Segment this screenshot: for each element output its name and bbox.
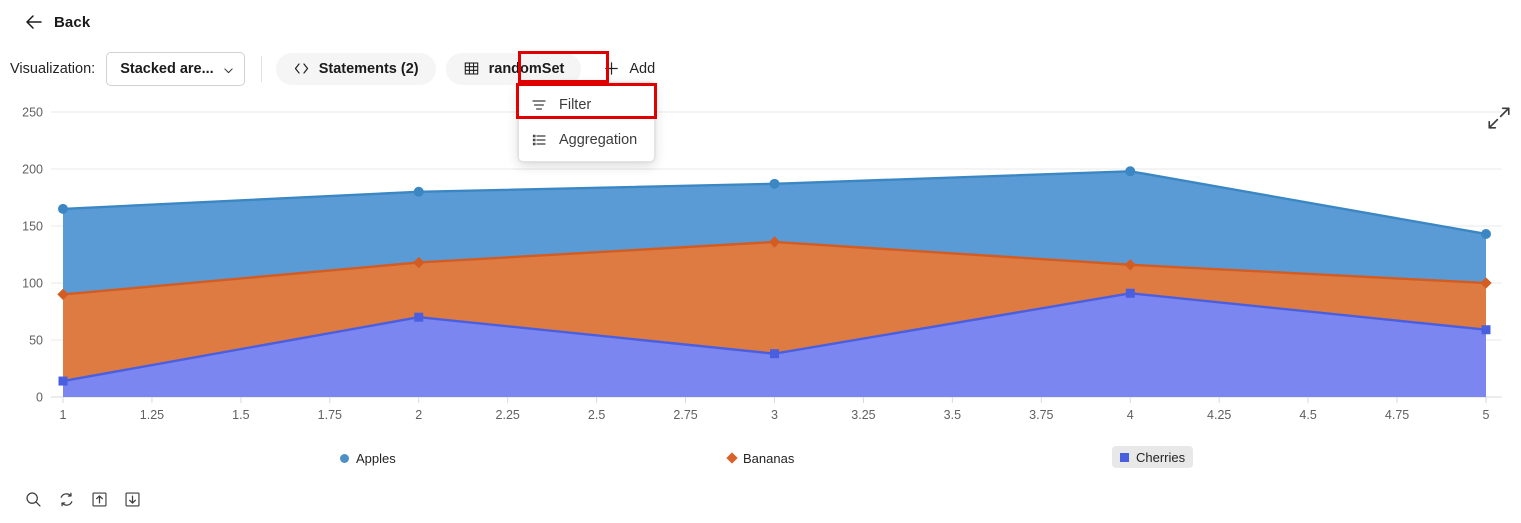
download-icon: [123, 490, 142, 509]
x-axis-tick-label: 1.25: [140, 408, 164, 422]
chip-randomset[interactable]: randomSet: [445, 52, 582, 85]
datapoint-apples[interactable]: [1125, 166, 1136, 177]
x-axis-tick-label: 4: [1127, 408, 1134, 422]
chip-statements-label: Statements (2): [318, 60, 419, 77]
y-axis-tick-label: 50: [29, 334, 43, 348]
y-axis-tick-label: 150: [22, 220, 43, 234]
visualization-label: Visualization:: [10, 60, 96, 77]
datapoint-apples[interactable]: [413, 186, 424, 197]
chart-panel: 0 50 100 150 200 250 1 1.25 1.5 1.75 2 2.25 2.5 2.75 3…: [0, 93, 1521, 476]
download-button[interactable]: [117, 485, 147, 515]
x-axis-tick-label: 1.5: [232, 408, 249, 422]
visualization-toolbar: Visualization: Stacked are... Statements…: [0, 44, 1521, 93]
datapoint-apples[interactable]: [58, 203, 68, 214]
visualization-select-value: Stacked are...: [120, 60, 214, 77]
legend-label-cherries: Cherries: [1136, 449, 1186, 465]
refresh-button[interactable]: [51, 485, 81, 515]
legend-marker-diamond-icon: [726, 452, 738, 464]
x-axis-tick-label: 1: [60, 408, 67, 422]
datapoint-bananas[interactable]: [1480, 277, 1492, 289]
chip-statements[interactable]: Statements (2): [275, 52, 436, 85]
search-button[interactable]: [18, 485, 48, 515]
arrow-left-icon: [24, 12, 44, 32]
refresh-icon: [57, 490, 76, 509]
x-axis-tick-label: 3.75: [1029, 408, 1053, 422]
chart-legend: Apples Bananas Cherries: [0, 444, 1521, 474]
toolbar-divider: [260, 55, 262, 82]
filter-icon: [531, 97, 547, 113]
datapoint-apples[interactable]: [769, 178, 780, 189]
x-axis-tick-label: 2: [415, 408, 422, 422]
datapoint-bananas[interactable]: [1124, 259, 1136, 271]
y-axis-tick-label: 250: [22, 106, 43, 120]
code-icon: [293, 60, 310, 77]
back-button[interactable]: Back: [18, 8, 96, 36]
chevron-down-icon: [223, 63, 234, 74]
menu-item-aggregation[interactable]: Aggregation: [519, 122, 654, 157]
legend-marker-square-icon: [1120, 452, 1129, 462]
x-axis-tick-label: 3.25: [851, 408, 875, 422]
datapoint-bananas[interactable]: [768, 236, 781, 248]
x-axis-tick-label: 5: [1483, 408, 1490, 422]
back-bar: Back: [0, 0, 1521, 44]
x-axis-tick-label: 4.75: [1385, 408, 1409, 422]
x-axis-tick-label: 2.5: [588, 408, 605, 422]
datapoint-cherries[interactable]: [1481, 325, 1491, 335]
add-dropdown-menu: Filter Aggregation: [518, 82, 655, 162]
y-axis-tick-label: 0: [36, 391, 43, 405]
plus-icon: [603, 60, 620, 77]
x-axis-tick-label: 1.75: [318, 408, 342, 422]
x-axis-tick-label: 4.5: [1299, 408, 1316, 422]
datapoint-apples[interactable]: [1481, 228, 1491, 239]
legend-marker-circle-icon: [340, 453, 349, 463]
menu-item-aggregation-label: Aggregation: [559, 131, 638, 148]
upload-button[interactable]: [84, 485, 114, 515]
datapoint-cherries[interactable]: [414, 312, 424, 322]
menu-item-filter[interactable]: Filter: [519, 87, 654, 122]
legend-item-apples[interactable]: Apples: [332, 447, 404, 469]
datapoint-cherries[interactable]: [770, 349, 779, 359]
menu-item-filter-label: Filter: [559, 96, 592, 113]
y-axis-tick-label: 100: [22, 277, 43, 291]
add-button[interactable]: Add: [591, 52, 670, 85]
x-axis-tick-label: 2.75: [673, 408, 697, 422]
add-label: Add: [629, 60, 656, 77]
legend-item-bananas[interactable]: Bananas: [720, 447, 802, 469]
datapoint-bananas[interactable]: [413, 256, 425, 269]
upload-icon: [90, 490, 109, 509]
x-axis-tick-label: 2.25: [496, 408, 520, 422]
back-label: Back: [54, 13, 91, 31]
x-axis-tick-label: 4.25: [1207, 408, 1231, 422]
expand-icon[interactable]: [1486, 105, 1512, 131]
datapoint-cherries[interactable]: [58, 376, 68, 386]
legend-label-apples: Apples: [356, 450, 396, 466]
legend-item-cherries[interactable]: Cherries: [1112, 446, 1194, 468]
x-axis-tick-label: 3.5: [944, 408, 961, 422]
x-axis-tick-label: 3: [771, 408, 778, 422]
visualization-select[interactable]: Stacked are...: [106, 51, 245, 86]
table-icon: [463, 60, 480, 77]
stacked-area-chart: 0 50 100 150 200 250 1 1.25 1.5 1.75 2 2.25 2.5 2.75 3…: [22, 106, 1502, 422]
datapoint-cherries[interactable]: [1125, 288, 1135, 298]
search-icon: [24, 490, 43, 509]
chip-randomset-label: randomSet: [488, 60, 565, 77]
bottom-toolbar: [0, 476, 1521, 523]
aggregation-icon: [531, 132, 547, 148]
legend-label-bananas: Bananas: [743, 450, 795, 466]
y-axis-tick-label: 200: [22, 163, 43, 177]
